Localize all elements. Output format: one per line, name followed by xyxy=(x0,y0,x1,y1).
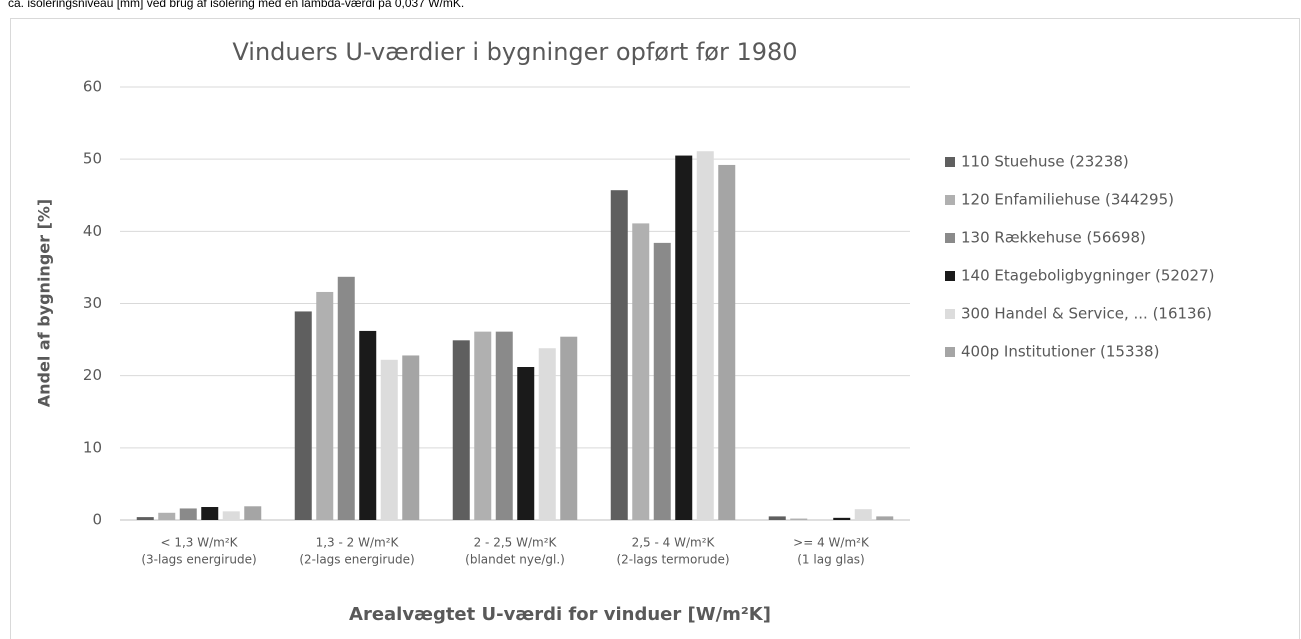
bar xyxy=(718,164,736,520)
bar xyxy=(538,348,556,520)
bar xyxy=(294,311,312,520)
bar xyxy=(696,151,714,520)
bar xyxy=(179,508,197,520)
bar xyxy=(222,511,240,520)
y-axis-title: Andel af bygninger [%] xyxy=(35,199,54,407)
x-tick-label: < 1,3 W/m²K xyxy=(160,536,238,550)
y-tick-label: 20 xyxy=(83,366,102,384)
bar xyxy=(158,512,176,520)
legend-label: 140 Etageboligbygninger (52027) xyxy=(961,267,1214,285)
bar xyxy=(201,507,219,520)
x-tick-label: >= 4 W/m²K xyxy=(793,536,870,550)
x-tick-label: (2-lags termorude) xyxy=(616,553,729,567)
x-tick-label: 1,3 - 2 W/m²K xyxy=(316,536,400,550)
legend-swatch xyxy=(945,157,955,167)
bar xyxy=(244,506,262,520)
bar xyxy=(653,242,671,520)
bar xyxy=(359,330,377,520)
bar xyxy=(495,331,513,520)
y-tick-label: 50 xyxy=(83,150,102,168)
bar xyxy=(768,516,786,520)
bar xyxy=(380,359,398,520)
legend-swatch xyxy=(945,347,955,357)
bar xyxy=(517,367,535,520)
y-tick-label: 0 xyxy=(92,511,102,529)
legend-label: 110 Stuehuse (23238) xyxy=(961,153,1129,171)
legend-swatch xyxy=(945,195,955,205)
legend-swatch xyxy=(945,309,955,319)
bar xyxy=(474,331,492,520)
y-tick-label: 60 xyxy=(83,78,102,96)
bar xyxy=(675,155,693,520)
x-axis-title: Arealvægtet U-værdi for vinduer [W/m²K] xyxy=(349,604,771,625)
bar xyxy=(833,517,851,520)
legend-label: 120 Enfamiliehuse (344295) xyxy=(961,191,1174,209)
y-tick-label: 30 xyxy=(83,294,102,312)
x-tick-label: 2,5 - 4 W/m²K xyxy=(632,536,716,550)
legend-swatch xyxy=(945,233,955,243)
x-tick-label: (1 lag glas) xyxy=(797,553,865,567)
legend-label: 400p Institutioner (15338) xyxy=(961,343,1159,361)
x-tick-label: (blandet nye/gl.) xyxy=(465,553,565,567)
bar xyxy=(560,336,578,520)
bar xyxy=(337,276,355,520)
x-tick-label: 2 - 2,5 W/m²K xyxy=(474,536,558,550)
bar xyxy=(452,340,470,520)
x-tick-label: (2-lags energirude) xyxy=(299,553,414,567)
x-tick-label: (3-lags energirude) xyxy=(141,553,256,567)
bar xyxy=(610,190,628,520)
bar xyxy=(316,291,334,520)
bar xyxy=(136,517,154,520)
chart-title: Vinduers U-værdier i bygninger opført fø… xyxy=(232,38,797,66)
bar xyxy=(402,355,420,520)
y-tick-label: 40 xyxy=(83,222,102,240)
bar xyxy=(876,516,894,520)
legend-swatch xyxy=(945,271,955,281)
legend-label: 300 Handel & Service, ... (16136) xyxy=(961,305,1212,323)
y-tick-label: 10 xyxy=(83,438,102,456)
caption: ca. isoleringsniveau [mm] ved brug af is… xyxy=(8,0,464,10)
legend-label: 130 Rækkehuse (56698) xyxy=(961,229,1146,247)
bar xyxy=(632,223,650,520)
bar xyxy=(854,509,872,520)
bar xyxy=(790,518,808,520)
